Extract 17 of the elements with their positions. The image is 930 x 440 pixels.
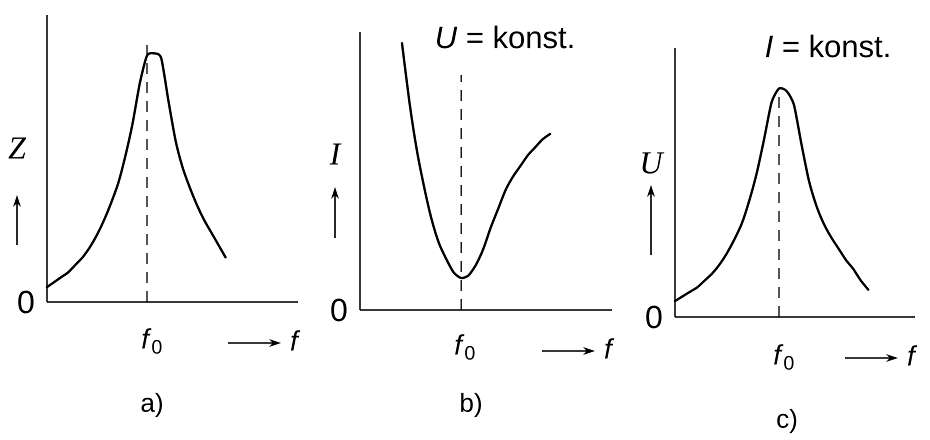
y-axis-title: Z xyxy=(8,138,26,158)
text: 0 xyxy=(331,298,347,322)
x-axis-title: f xyxy=(604,338,614,358)
chart-title: U = konst. xyxy=(437,26,572,48)
y-axis-title: U xyxy=(642,152,664,174)
text: f$_{0}$ xyxy=(142,328,162,354)
text: a) xyxy=(142,392,162,418)
text: b) xyxy=(461,392,481,418)
text: f$_{0}$ xyxy=(455,334,475,360)
chart-title: I = konst. xyxy=(766,34,888,58)
y-axis-title: I xyxy=(330,144,342,164)
x-axis-title: f xyxy=(908,345,918,366)
text: c) xyxy=(777,408,796,434)
x-axis-title: f xyxy=(290,330,300,350)
text: 0 xyxy=(646,306,662,328)
text: f$_{0}$ xyxy=(774,344,794,370)
text: 0 xyxy=(18,290,34,314)
